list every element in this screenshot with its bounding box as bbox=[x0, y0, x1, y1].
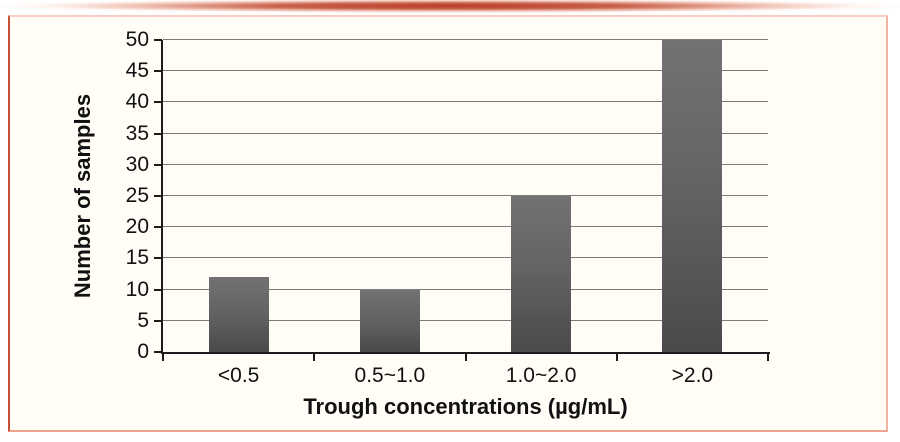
gridline bbox=[163, 195, 768, 196]
top-accent-band bbox=[0, 0, 900, 13]
bar bbox=[359, 289, 420, 352]
bar bbox=[511, 196, 572, 352]
gridline bbox=[163, 132, 768, 134]
y-tick bbox=[154, 257, 162, 260]
y-tick bbox=[154, 70, 162, 73]
y-tick-label: 35 bbox=[125, 121, 149, 145]
gridline bbox=[163, 163, 768, 165]
plot-area: Number of samples Trough concentrations … bbox=[70, 28, 770, 419]
figure-frame: Number of samples Trough concentrations … bbox=[8, 15, 888, 432]
y-axis-line bbox=[161, 40, 163, 354]
bar bbox=[208, 277, 269, 352]
x-tick-label: 1.0~2.0 bbox=[505, 364, 577, 387]
y-tick bbox=[154, 163, 162, 166]
gridline bbox=[163, 319, 768, 321]
x-tick bbox=[464, 354, 467, 361]
x-tick-label: 0.5~1.0 bbox=[354, 364, 426, 387]
x-tick bbox=[313, 354, 316, 361]
y-tick bbox=[154, 39, 162, 41]
y-tick bbox=[154, 319, 162, 322]
y-tick-label: 10 bbox=[125, 277, 149, 301]
y-tick bbox=[154, 351, 162, 353]
y-tick-label: 0 bbox=[137, 340, 149, 363]
x-axis-line bbox=[161, 352, 770, 354]
y-tick bbox=[154, 288, 162, 291]
y-tick-label: 45 bbox=[125, 59, 149, 83]
gridline bbox=[163, 39, 768, 40]
y-tick bbox=[154, 132, 162, 135]
y-axis-title: Number of samples bbox=[70, 93, 95, 299]
y-tick-label: 40 bbox=[125, 90, 149, 114]
y-tick bbox=[154, 195, 162, 197]
y-tick-label: 50 bbox=[125, 28, 149, 51]
gridline bbox=[163, 226, 768, 228]
y-tick-label: 25 bbox=[125, 184, 149, 207]
x-tick-label: >2.0 bbox=[671, 364, 714, 387]
x-tick-label: <0.5 bbox=[217, 364, 260, 387]
x-tick bbox=[162, 354, 164, 361]
x-tick bbox=[615, 354, 618, 361]
gridline bbox=[163, 257, 768, 259]
x-tick bbox=[767, 354, 769, 361]
bar bbox=[662, 40, 723, 352]
x-axis-title: Trough concentrations (µg/mL) bbox=[303, 394, 628, 419]
gridline bbox=[163, 70, 768, 72]
gridline bbox=[163, 288, 768, 290]
gridline bbox=[163, 101, 768, 103]
y-tick bbox=[154, 226, 162, 229]
y-tick-label: 30 bbox=[125, 152, 149, 176]
y-tick-label: 20 bbox=[125, 215, 149, 239]
y-tick-label: 5 bbox=[137, 308, 149, 332]
y-tick-label: 15 bbox=[125, 246, 149, 270]
y-tick bbox=[154, 101, 162, 104]
